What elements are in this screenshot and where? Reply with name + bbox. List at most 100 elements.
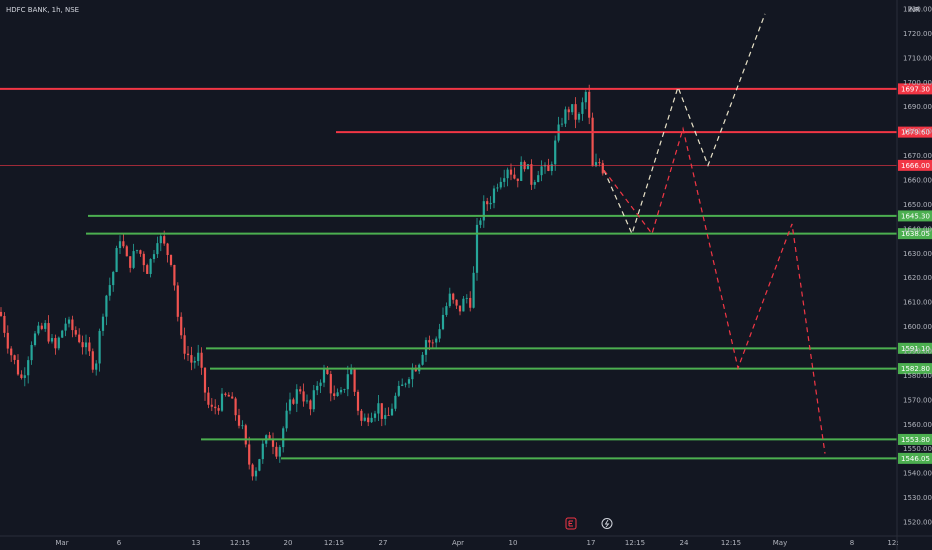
time-tick-label: 6 [117, 539, 122, 547]
price-tick-label: 1620.00 [903, 274, 932, 282]
candle [159, 233, 162, 252]
candle [88, 337, 91, 357]
candle [207, 387, 210, 409]
candle [363, 413, 366, 422]
candle [581, 97, 584, 121]
candle [560, 117, 564, 128]
candle [516, 178, 519, 188]
candle [506, 167, 509, 187]
price-tick-label: 1710.00 [903, 54, 932, 62]
candle [84, 334, 88, 355]
candle [30, 341, 33, 365]
candle [3, 312, 6, 338]
time-tick-label: May [773, 539, 787, 547]
candle [421, 352, 424, 366]
bearish-projection-path[interactable] [603, 126, 826, 454]
candle [333, 385, 336, 400]
time-tick-label: 12:15 [625, 539, 645, 547]
candle [550, 161, 553, 176]
candle [217, 404, 220, 415]
price-tick-label: 1540.00 [903, 470, 932, 478]
candle [424, 337, 428, 362]
candle [78, 328, 81, 344]
candle [431, 339, 434, 349]
price-tick-label: 1600.00 [903, 323, 932, 331]
time-tick-label: 12: [887, 539, 898, 547]
candle [309, 399, 312, 416]
earnings-event-icon[interactable] [565, 517, 577, 530]
candle [326, 366, 329, 375]
candle [146, 263, 149, 274]
candle [520, 156, 523, 182]
candle [258, 458, 261, 472]
candle [435, 336, 438, 350]
svg-text:1679.60: 1679.60 [901, 129, 930, 137]
candle [200, 347, 203, 375]
candle [44, 320, 47, 332]
candle [353, 367, 356, 396]
candle [129, 256, 132, 273]
candle [394, 392, 397, 412]
candle [574, 97, 577, 129]
bullish-projection-path[interactable] [603, 13, 766, 236]
candle [74, 326, 77, 337]
svg-text:1546.05: 1546.05 [901, 455, 930, 463]
candle [115, 245, 118, 273]
candle [57, 336, 60, 351]
candle [50, 334, 54, 344]
candle [302, 383, 305, 407]
svg-text:1666.00: 1666.00 [901, 162, 930, 170]
candle [503, 169, 506, 188]
chart-header: HDFC BANK, 1h, NSE [6, 6, 80, 14]
candle [6, 325, 9, 354]
candle [23, 367, 26, 387]
candle [523, 160, 526, 172]
candle [537, 170, 540, 183]
price-tick-label: 1650.00 [903, 201, 932, 209]
candle [203, 367, 207, 401]
candle [577, 112, 581, 123]
level-price-tag: 1591.10 [898, 342, 932, 354]
candle [47, 315, 50, 344]
time-tick-label: 12:15 [324, 539, 344, 547]
candle [105, 294, 108, 326]
candle [254, 467, 258, 481]
candle [564, 106, 567, 128]
candle [81, 335, 84, 355]
candle [224, 392, 227, 397]
level-lines-layer: 1697.30 1679.60 1666.00 1645.30 1638.05 1591.… [0, 83, 932, 464]
candle [98, 328, 101, 372]
candle [509, 163, 513, 181]
candle [295, 384, 298, 413]
price-tick-label: 1560.00 [903, 421, 932, 429]
candle [465, 294, 468, 304]
candle [452, 292, 455, 304]
price-tick-label: 1680.00 [903, 128, 932, 136]
price-tick-label: 1550.00 [903, 445, 932, 453]
candle [390, 403, 394, 416]
candle [441, 307, 445, 331]
currency-label: INR [907, 6, 920, 14]
price-tick-label: 1640.00 [903, 225, 932, 233]
price-tick-label: 1730.00 [903, 6, 932, 14]
candle [462, 295, 465, 312]
candle [299, 386, 302, 395]
candle [122, 233, 125, 249]
time-tick-label: Apr [452, 539, 464, 547]
candle [101, 313, 105, 336]
time-tick-label: 24 [680, 539, 689, 547]
candle [156, 236, 159, 258]
dividend-event-icon[interactable] [601, 518, 613, 529]
candle [237, 408, 241, 429]
candle [220, 388, 224, 413]
candle [360, 408, 363, 426]
candle [513, 167, 516, 180]
time-tick-label: 27 [379, 539, 388, 547]
candle [275, 442, 278, 459]
candle [401, 378, 404, 387]
candle [588, 84, 591, 125]
svg-text:1591.10: 1591.10 [901, 345, 930, 353]
candle [407, 376, 411, 388]
candle [499, 177, 502, 190]
